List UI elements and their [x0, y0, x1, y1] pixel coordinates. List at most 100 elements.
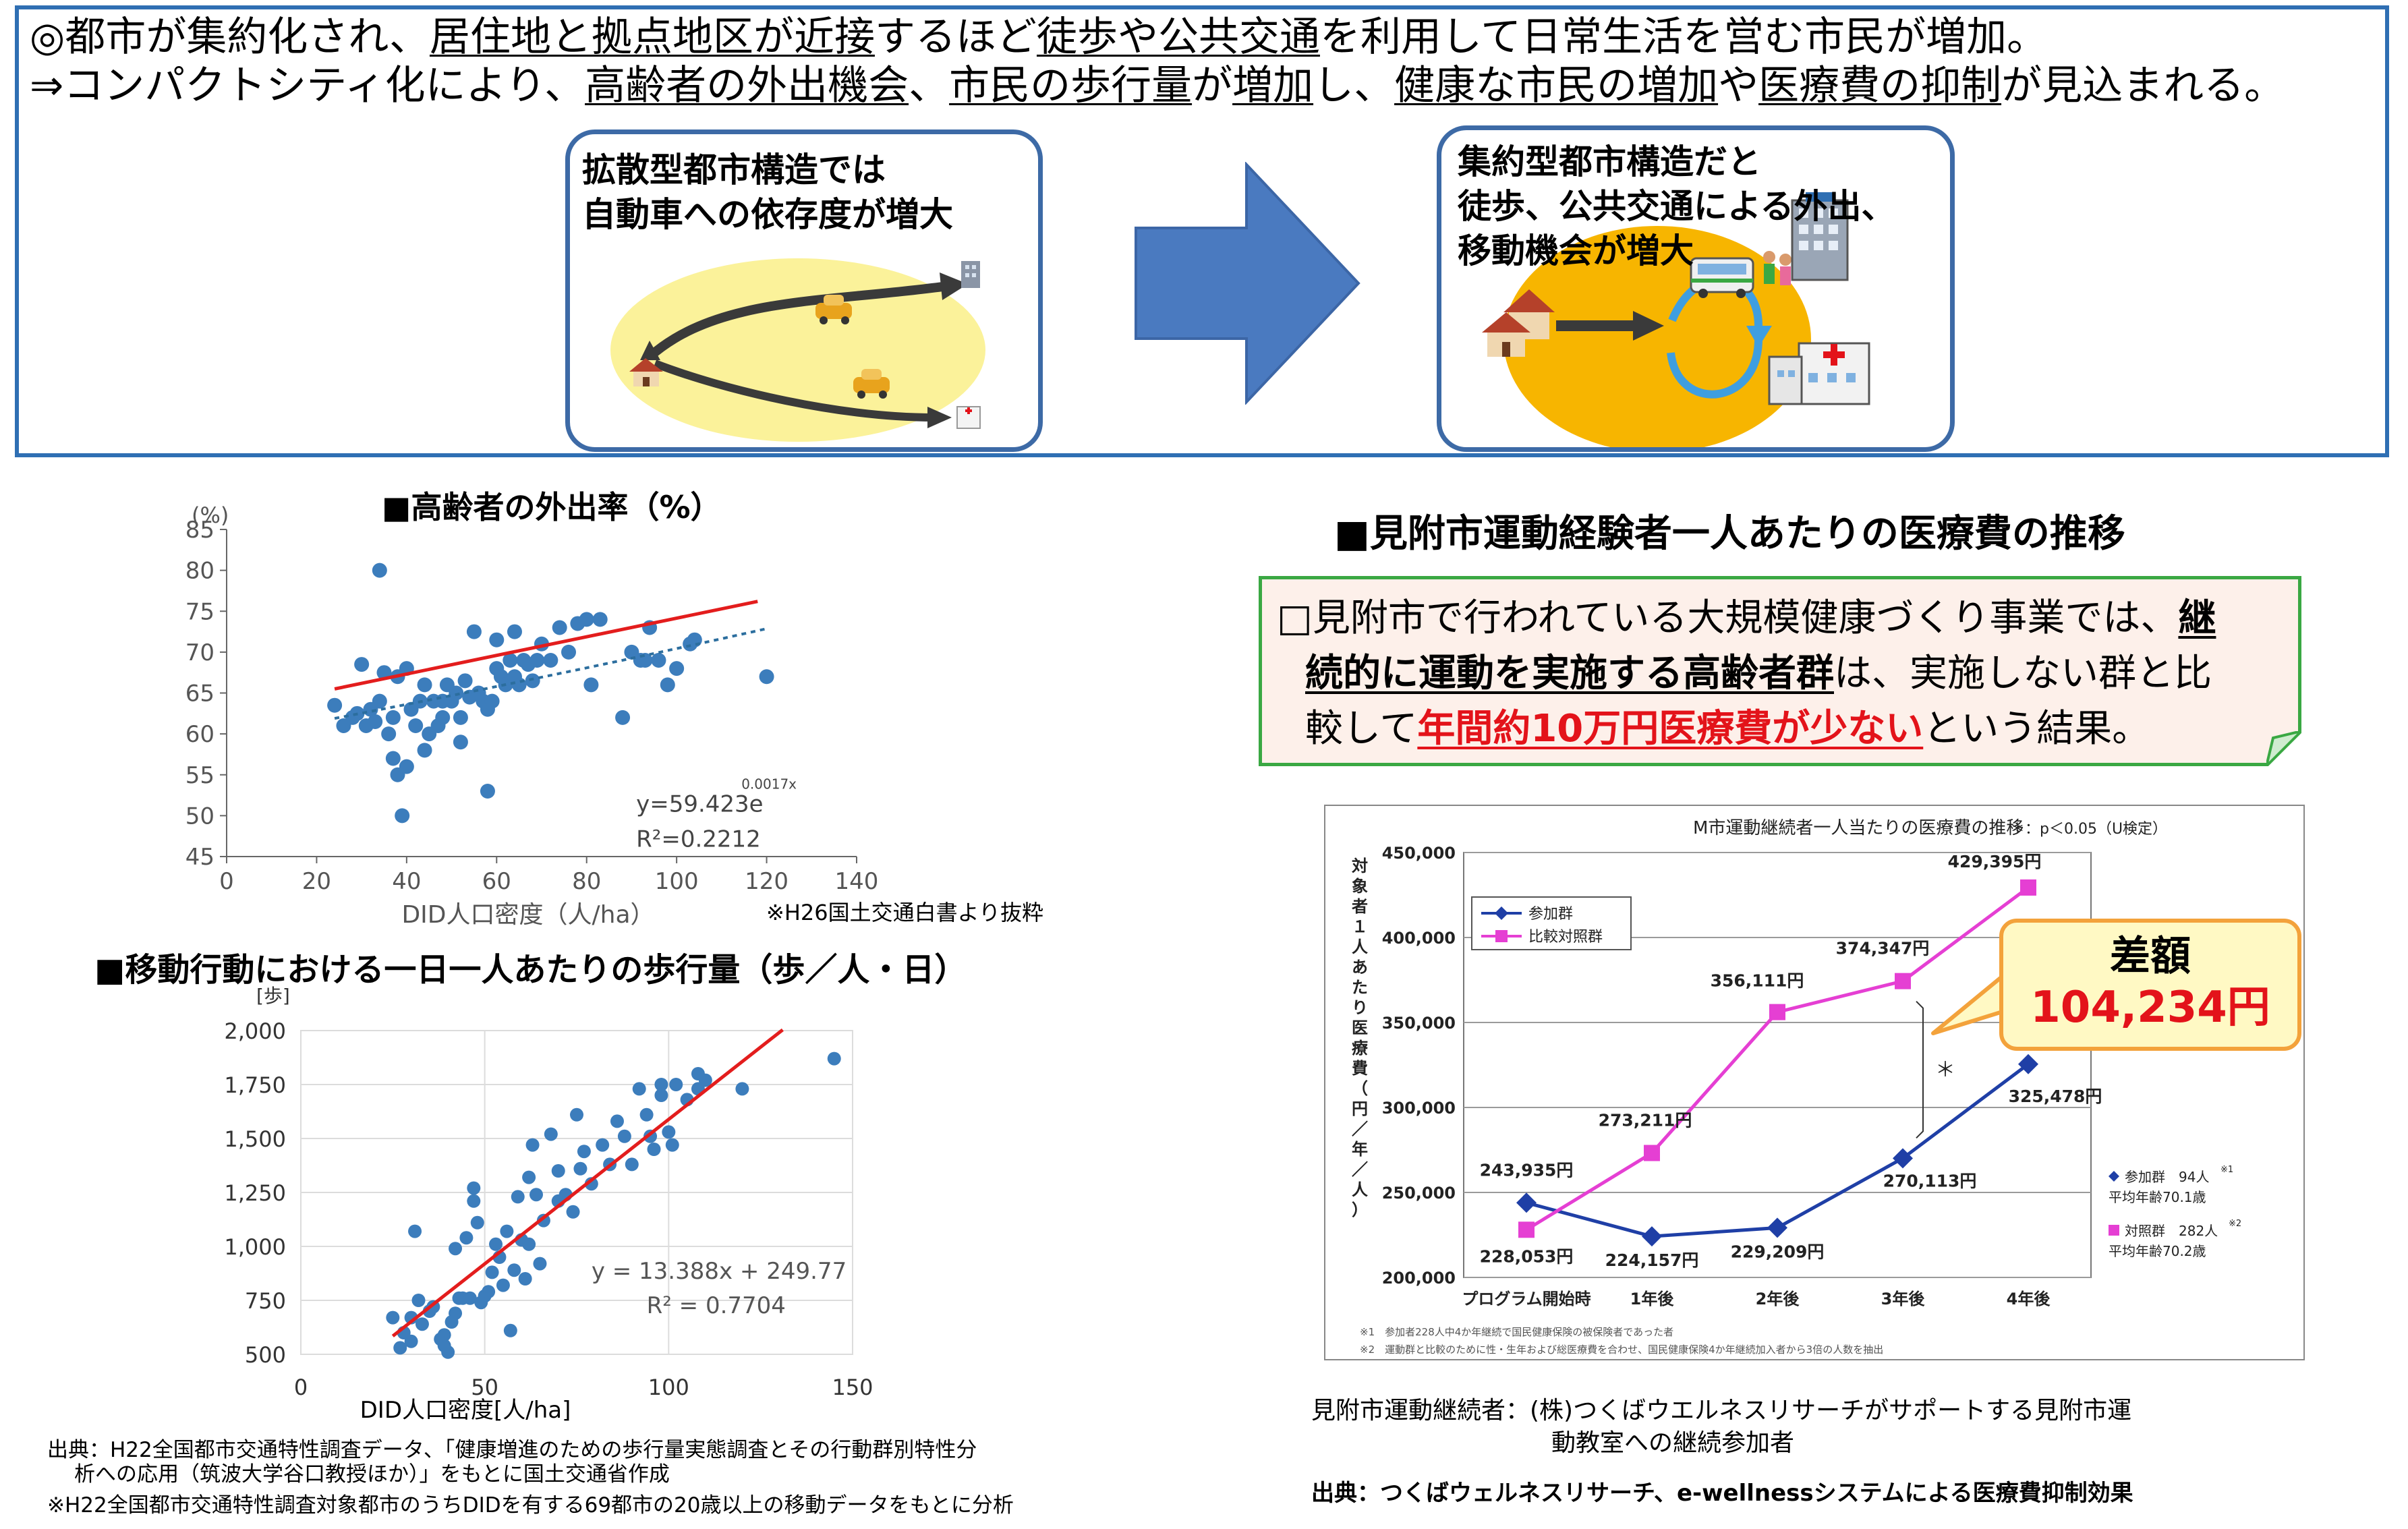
- x-tick-label: プログラム開始時: [1462, 1290, 1590, 1308]
- data-point: [480, 784, 495, 799]
- callout-line-1-bold: 継: [2178, 596, 2216, 640]
- road-arrowhead-lower: [927, 407, 952, 428]
- data-point: [632, 1082, 646, 1096]
- medical-cost-line-chart: M市運動継続者一人当たりの医療費の推移＊：p＜0.05（U検定） ※1 参加者22…: [1324, 805, 2305, 1360]
- y-axis-title-char: 円: [1352, 1099, 1368, 1118]
- y-tick-label: 200,000: [1382, 1269, 1456, 1288]
- data-point: [507, 624, 522, 639]
- y-axis-title-char: 療: [1352, 1039, 1369, 1058]
- medical-caption-line-1: 見附市運動継続者：(株)つくばウエルネスリサーチがサポートする見附市運: [1311, 1397, 2132, 1424]
- headline-segment: し、: [1313, 62, 1395, 109]
- data-point: [411, 1294, 426, 1307]
- medical-source: 出典：つくばウェルネスリサーチ、e-wellnessシステムによる医療費抑制効果: [1311, 1480, 2133, 1507]
- regression-exponent: 0.0017x: [741, 776, 797, 792]
- data-point: [651, 653, 666, 668]
- steps-source-line-2: 析への応用（筑波大学谷口教授ほか）」をもとに国土交通省作成: [74, 1462, 670, 1487]
- data-point: [408, 718, 424, 733]
- y-tick-label: 50: [185, 803, 214, 830]
- data-point: [610, 1114, 624, 1128]
- data-point: [485, 1265, 499, 1279]
- y-tick-label: 1,000: [224, 1234, 286, 1260]
- steps-source-line-3: ※H22全国都市交通特性調査対象都市のうちDIDを有する69都市の20歳以上の移…: [47, 1493, 1014, 1518]
- data-point: [386, 1310, 400, 1325]
- data-point: [354, 657, 370, 672]
- callout-line-1: □見附市で行われている大規模健康づくり事業では、継: [1277, 592, 2216, 645]
- control-marker: [2020, 879, 2036, 896]
- data-point: [395, 808, 410, 824]
- data-point: [583, 677, 599, 693]
- x-tick-label: 20: [302, 868, 331, 895]
- data-point: [449, 1306, 463, 1321]
- y-tick-label: 1,500: [224, 1126, 286, 1152]
- control-marker: [1895, 973, 1911, 989]
- data-point: [544, 1127, 558, 1141]
- data-point: [827, 1051, 841, 1066]
- control-marker: [1644, 1145, 1660, 1161]
- headline-segment: を利用して日常生活を営む市民が増加。: [1319, 13, 2048, 61]
- footnote: ※1 参加者228人中4か年継続で国民健康保険の被保険者であった者: [1360, 1326, 1673, 1338]
- side-legend-control-count: 対照群 282人: [2125, 1223, 2218, 1239]
- data-point: [408, 1224, 422, 1238]
- control-value-label: 273,211円: [1599, 1111, 1692, 1130]
- compact-city-box: 集約型都市構造だと 徒歩、公共交通による外出、 移動機会が増大: [1437, 125, 1955, 452]
- red-trendline: [334, 600, 758, 691]
- participant-value-label: 229,209円: [1731, 1242, 1825, 1261]
- control-value-label: 228,053円: [1480, 1246, 1574, 1266]
- legend-participant-label: 参加群: [1528, 906, 1573, 923]
- data-point: [381, 726, 397, 742]
- data-point: [459, 1231, 474, 1245]
- callout-line-3-plain-1: 較して: [1305, 707, 1418, 751]
- participant-value-label: 243,935円: [1480, 1160, 1574, 1180]
- x-tick-label: 60: [482, 868, 511, 895]
- data-point: [417, 743, 432, 758]
- y-tick-label: 70: [185, 639, 214, 666]
- dispersed-box-line-2: 自動車への依存度が増大: [582, 195, 953, 234]
- y-tick-label: 45: [185, 844, 214, 871]
- compact-box-line-1: 集約型都市構造だと: [1458, 142, 1761, 181]
- data-point: [647, 1143, 661, 1156]
- participant-value-label: 224,157円: [1605, 1250, 1699, 1270]
- medical-cost-title: ■見附市運動経験者一人あたりの医療費の推移: [1334, 512, 2125, 556]
- y-axis-title-char: 人: [1352, 1180, 1368, 1199]
- legend-participant-marker: [1495, 906, 1508, 920]
- x-tick-label: 0: [219, 868, 234, 895]
- y-axis-title-char: １: [1352, 917, 1368, 936]
- data-point: [489, 1237, 503, 1251]
- office-building-icon: [1791, 192, 1849, 281]
- y-axis-title-char: 年: [1352, 1140, 1368, 1159]
- data-point: [639, 1107, 654, 1122]
- headline-segment: ⇒コンパクトシティ化により、: [30, 62, 585, 109]
- data-point: [482, 1285, 496, 1299]
- control-marker: [1769, 1004, 1785, 1020]
- y-axis-title-char: 医: [1352, 1018, 1368, 1037]
- y-tick-label: 85: [185, 517, 214, 544]
- data-point: [467, 1181, 481, 1195]
- side-legend-control-age: 平均年齢70.2歳: [2109, 1243, 2206, 1259]
- headline-segment: 健康な市民の増加: [1394, 62, 1719, 109]
- side-legend-control-note: ※2: [2229, 1219, 2241, 1229]
- y-tick-label: 500: [245, 1342, 286, 1368]
- callout-line-3: 較して年間約10万円医療費が少ないという結果。: [1305, 702, 2150, 756]
- control-value-label: 429,395円: [1948, 852, 2042, 871]
- x-tick-label: 100: [648, 1375, 689, 1400]
- data-point: [654, 1078, 668, 1091]
- side-legend-participant-note: ※1: [2220, 1165, 2233, 1175]
- data-point: [511, 1190, 525, 1204]
- y-tick-label: 75: [185, 598, 214, 625]
- significance-mark: ＊: [1935, 1058, 1955, 1082]
- data-point: [759, 669, 774, 685]
- outing-rate-scatter-chart: 45 50 55 60 65 70 75 80 85 0 20 40 60 80 100 120 140 (%) D…: [185, 502, 879, 927]
- legend-control-marker: [1495, 930, 1508, 942]
- y-tick-label: 2,000: [224, 1018, 286, 1044]
- data-point: [511, 677, 527, 693]
- x-tick-label: 4年後: [2007, 1290, 2051, 1308]
- data-point: [399, 759, 414, 774]
- move-arrowhead: [1633, 311, 1664, 341]
- data-point: [662, 1125, 676, 1139]
- footnote: ※2 運動群と比較のために性・生年および総医療費を合わせ、国民健康保険4か年継続…: [1360, 1344, 1883, 1356]
- x-tick-label: 2年後: [1756, 1290, 1800, 1308]
- x-tick-label: 120: [745, 868, 789, 895]
- data-point: [404, 1334, 418, 1348]
- y-tick-label: 65: [185, 681, 214, 708]
- side-legend-control-marker: [2109, 1225, 2119, 1236]
